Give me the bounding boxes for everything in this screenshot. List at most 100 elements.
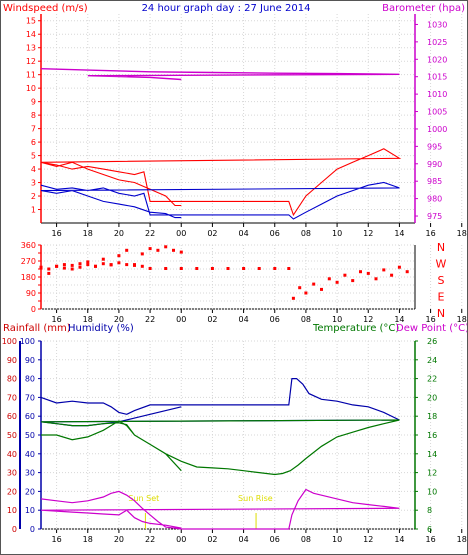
wind-direction-point [101, 257, 105, 261]
wind-direction-point [55, 264, 59, 268]
wind-direction-point [273, 267, 277, 270]
p1-y-right-tick-label: 1010 [427, 90, 447, 99]
p2-x-tick-label: 14 [394, 315, 404, 324]
p1-y-right-tick-label: 1030 [427, 20, 447, 29]
humidity-axis-title: Humidity (%) [68, 323, 134, 334]
p3-rain-tick-label: 20 [7, 487, 17, 496]
p3-humidity-tick-label: 90 [25, 356, 35, 365]
p3-x-tick-label: 22 [145, 535, 155, 544]
wind-direction-point [320, 287, 323, 291]
wind-direction-point [62, 263, 66, 267]
p3-temp-tick-label: 6 [427, 525, 432, 534]
p2-x-tick-label: 20 [114, 315, 124, 324]
p1-x-tick-label: 10 [332, 229, 342, 238]
p1-y-left-tick-label: 13 [26, 44, 36, 53]
p3-x-tick-label: 10 [332, 535, 342, 544]
p3-temp-tick-label: 8 [427, 506, 432, 515]
wind-direction-point [86, 260, 90, 264]
wind-direction-point [195, 267, 199, 270]
wind-direction-point [39, 266, 43, 270]
p1-x-tick-label: 20 [114, 229, 124, 238]
p2-x-tick-label: 22 [145, 315, 155, 324]
wind-direction-point [343, 273, 347, 277]
wind-direction-point [78, 262, 82, 266]
compass-label: S [438, 274, 445, 287]
wind-direction-point [390, 273, 394, 277]
wind-direction-point [242, 267, 246, 270]
p3-rain-tick-label: 10 [7, 506, 17, 515]
wind-direction-point [133, 263, 136, 267]
wind-direction-point [70, 263, 74, 267]
sun-set-label: Sun Set [128, 494, 159, 503]
p3-x-tick-label: 20 [114, 535, 124, 544]
compass-label: N [437, 307, 445, 320]
wind-direction-point [374, 277, 378, 281]
wind-direction-point [140, 252, 144, 256]
p2-y-tick-label: 270 [21, 257, 36, 266]
wind-barometer-panel: 1618202200020406081012141618202200123456… [26, 14, 467, 238]
wind-direction-point [397, 265, 401, 269]
temperature-axis-title: Temperature (°C) [312, 323, 399, 334]
barometer-axis-title: Barometer (hpa) [382, 3, 465, 14]
wind-direction-point [47, 267, 51, 271]
p3-x-tick-label: 18 [83, 535, 93, 544]
p1-y-right-tick-label: 980 [427, 195, 442, 204]
wind-direction-point [47, 271, 51, 275]
p3-x-tick-label: 00 [176, 535, 186, 544]
wind-direction-point [140, 264, 144, 268]
p3-x-tick-label: 08 [301, 535, 311, 544]
p2-x-tick-label: 16 [51, 315, 61, 324]
p3-x-tick-label: 14 [394, 535, 404, 544]
wind-direction-point [70, 267, 74, 271]
p1-y-left-tick-label: 10 [26, 84, 36, 93]
p1-y-right-tick-label: 1015 [427, 73, 447, 82]
p1-y-left-tick-label: 9 [31, 98, 36, 107]
compass-label: N [437, 241, 445, 254]
p1-x-tick-label: 22 [145, 229, 155, 238]
wind-direction-point [78, 265, 82, 269]
p3-x-tick-label: 12 [363, 535, 373, 544]
p1-y-right-tick-label: 975 [427, 212, 442, 221]
p3-rain-tick-label: 70 [7, 393, 17, 402]
wind-direction-point [291, 296, 295, 300]
gust-line [40, 181, 400, 220]
wind-direction-point [125, 263, 129, 267]
wind-direction-point [304, 291, 308, 295]
wind-direction-point [257, 267, 261, 270]
wind-direction-point [172, 248, 175, 252]
p1-y-left-tick-label: 12 [26, 57, 36, 66]
p2-x-tick-label: 08 [301, 315, 311, 324]
dewpoint-axis-title: Dew Point (°C) [396, 323, 467, 334]
p1-y-left-tick-label: 3 [31, 179, 36, 188]
p3-humidity-tick-label: 30 [25, 469, 35, 478]
p1-x-tick-label: 02 [207, 229, 217, 238]
wind-direction-point [148, 267, 152, 270]
p3-x-tick-label: 18 [457, 535, 467, 544]
compass-label: W [436, 258, 447, 271]
wind-direction-point [164, 245, 168, 249]
p3-temp-tick-label: 22 [427, 375, 437, 384]
p3-humidity-tick-label: 50 [25, 431, 35, 440]
p3-x-tick-label: 02 [207, 535, 217, 544]
windspeed-line [40, 148, 402, 217]
p1-x-tick-label: 14 [394, 229, 404, 238]
p2-x-tick-label: 04 [238, 315, 248, 324]
p1-x-tick-label: 16 [425, 229, 435, 238]
p1-x-tick-label: 18 [457, 229, 467, 238]
p1-y-right-tick-label: 1025 [427, 38, 447, 47]
p1-x-tick-label: 16 [51, 229, 61, 238]
p2-x-tick-label: 06 [270, 315, 280, 324]
p3-rain-tick-label: 50 [7, 431, 17, 440]
p2-x-tick-label: 02 [207, 315, 217, 324]
p3-rain-tick-label: 40 [7, 450, 17, 459]
wind-direction-panel: 1618202200020406081012141618202200090180… [21, 241, 467, 324]
wind-direction-point [382, 268, 386, 272]
p3-temp-tick-label: 26 [427, 337, 437, 346]
p2-y-tick-label: 0 [31, 305, 36, 314]
wind-direction-point [210, 267, 214, 270]
wind-direction-point [179, 267, 183, 270]
p3-temp-tick-label: 20 [427, 393, 437, 402]
p3-temp-tick-label: 24 [427, 356, 437, 365]
p2-x-tick-label: 00 [176, 315, 186, 324]
